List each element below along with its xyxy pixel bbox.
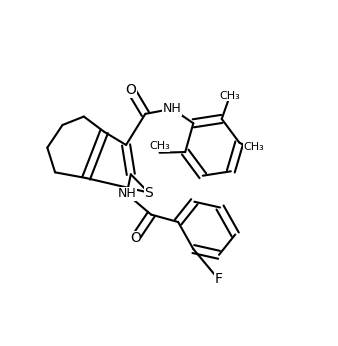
Text: S: S <box>144 185 153 200</box>
Text: NH: NH <box>117 188 136 200</box>
Text: NH: NH <box>163 102 182 115</box>
Text: F: F <box>215 272 223 286</box>
Text: O: O <box>126 83 137 97</box>
Text: O: O <box>130 231 141 245</box>
Text: CH₃: CH₃ <box>219 91 240 101</box>
Text: CH₃: CH₃ <box>243 142 264 152</box>
Text: CH₃: CH₃ <box>149 141 170 151</box>
